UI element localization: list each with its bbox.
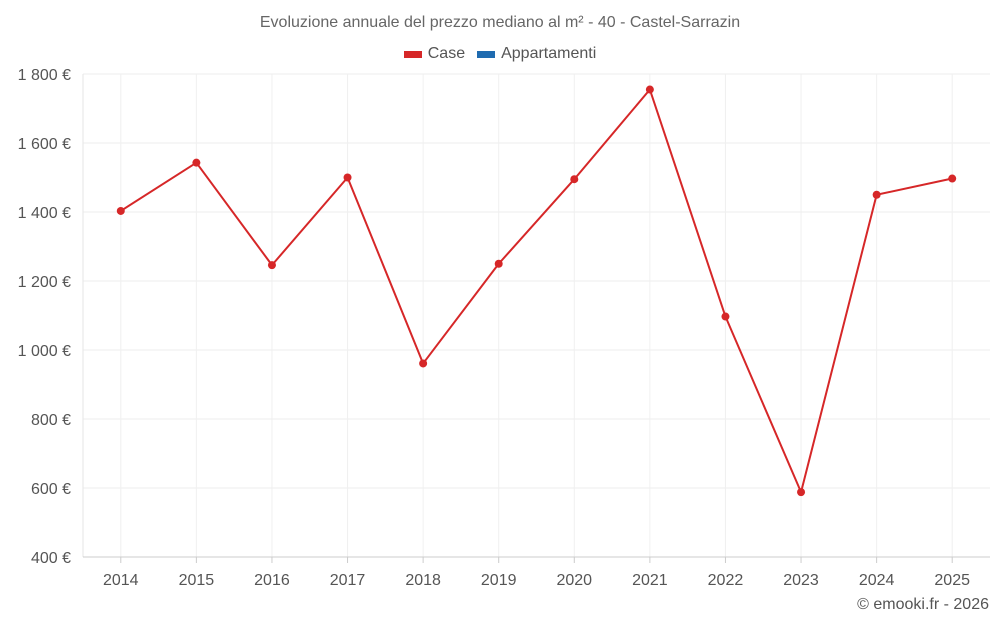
axes: 400 € 600 € 800 € 1 000 € 1 200 € 1 400 € 1 60… — [18, 67, 990, 589]
chart-title: Evoluzione annuale del prezzo mediano al… — [259, 14, 741, 31]
x-tick-label: 2024 — [859, 572, 895, 589]
x-tick-label: 2022 — [708, 572, 744, 589]
data-point[interactable] — [116, 206, 125, 215]
legend-item-appartamenti[interactable]: Appartamenti — [477, 45, 596, 63]
data-point[interactable] — [948, 174, 957, 183]
data-point[interactable] — [872, 190, 881, 199]
series-case — [116, 85, 957, 497]
data-point[interactable] — [419, 359, 428, 368]
x-tick-label: 2016 — [254, 572, 290, 589]
x-tick-label: 2021 — [632, 572, 668, 589]
legend-swatch-case — [403, 50, 422, 58]
legend: Case Appartamenti — [0, 45, 1000, 63]
data-point[interactable] — [494, 259, 503, 268]
y-tick-label: 1 800 € — [18, 67, 71, 84]
y-tick-label: 1 400 € — [18, 205, 71, 222]
x-tick-label: 2020 — [556, 572, 592, 589]
x-tick-label: 2015 — [179, 572, 215, 589]
x-tick-label: 2023 — [783, 572, 819, 589]
credit: © emooki.fr - 2026 — [857, 596, 989, 613]
y-tick-label: 800 € — [31, 412, 71, 429]
legend-label-appartamenti: Appartamenti — [501, 45, 597, 62]
x-tick-label: 2025 — [934, 572, 970, 589]
x-tick-label: 2019 — [481, 572, 517, 589]
y-tick-label: 600 € — [31, 481, 71, 498]
x-tick-label: 2014 — [103, 572, 139, 589]
x-tick-label: 2017 — [330, 572, 366, 589]
data-point[interactable] — [570, 175, 579, 184]
legend-item-case[interactable]: Case — [403, 45, 466, 63]
data-point[interactable] — [267, 261, 276, 270]
x-tick-label: 2018 — [405, 572, 441, 589]
series-line — [120, 88, 953, 494]
data-point[interactable] — [721, 312, 730, 321]
y-tick-label: 1 600 € — [18, 136, 71, 153]
grid-lines — [83, 73, 990, 558]
data-point[interactable] — [645, 85, 654, 94]
data-point[interactable] — [797, 488, 806, 497]
legend-swatch-appartamenti — [477, 50, 496, 58]
data-point[interactable] — [343, 173, 352, 182]
y-tick-label: 1 200 € — [18, 274, 71, 291]
data-point[interactable] — [192, 158, 201, 167]
legend-label-case: Case — [427, 45, 466, 62]
y-tick-label: 400 € — [31, 550, 71, 567]
y-tick-label: 1 000 € — [18, 343, 71, 360]
